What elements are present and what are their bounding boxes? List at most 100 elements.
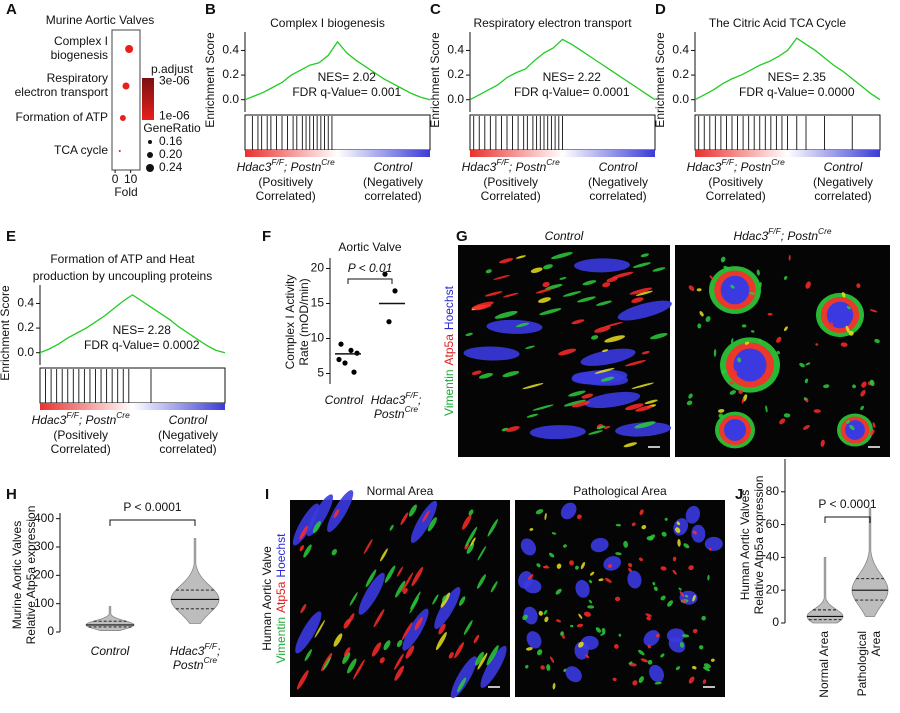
speckle bbox=[322, 656, 331, 671]
point bbox=[382, 271, 388, 277]
speckle bbox=[732, 370, 738, 376]
micrograph-title-part: Control bbox=[545, 229, 584, 243]
y-tick-label: 0.2 bbox=[222, 67, 239, 81]
speckle bbox=[515, 322, 530, 328]
speckle bbox=[805, 362, 811, 366]
speckle bbox=[409, 597, 420, 614]
legend-label: 0.20 bbox=[159, 147, 183, 161]
positive-label: Hdac3F/F; PostnCre bbox=[462, 157, 560, 174]
stain-label: Vimentin Atp5a Hoechst bbox=[274, 533, 288, 664]
x-tick-label-part: F/F bbox=[405, 390, 418, 400]
speckle bbox=[587, 605, 595, 609]
negative-label: Control bbox=[824, 160, 863, 174]
speckle bbox=[522, 614, 528, 621]
panel-letter: F bbox=[262, 228, 271, 245]
speckle bbox=[788, 254, 791, 261]
speckle bbox=[703, 663, 711, 669]
micrograph-title: Normal Area bbox=[367, 484, 434, 498]
x-tick-label-part: ; bbox=[217, 644, 220, 658]
speckle bbox=[718, 413, 724, 419]
bracket bbox=[109, 519, 196, 526]
rank-bar bbox=[245, 150, 430, 157]
speckle bbox=[688, 565, 694, 571]
speckle bbox=[462, 514, 472, 530]
x-tick-label-part: Normal Area bbox=[817, 631, 831, 698]
speckle bbox=[604, 335, 626, 343]
speckle bbox=[612, 677, 617, 682]
y-tick-label: 20 bbox=[766, 582, 780, 596]
speckle bbox=[737, 357, 742, 363]
speckle bbox=[405, 645, 415, 659]
y-axis-label: Relative Atp5a expression bbox=[752, 476, 766, 615]
speckle bbox=[650, 332, 668, 340]
speckle bbox=[848, 330, 854, 336]
micrograph-title: Hdac3F/F; PostnCre bbox=[733, 226, 831, 243]
speckle bbox=[304, 649, 312, 662]
micrograph-title: Pathological Area bbox=[573, 484, 667, 498]
speckle bbox=[646, 536, 654, 541]
p-value: P < 0.0001 bbox=[123, 500, 181, 514]
category-label: TCA cycle bbox=[54, 143, 108, 157]
legend-label: 0.24 bbox=[159, 160, 183, 174]
positive-label-part: ; Postn bbox=[509, 160, 547, 174]
positive-label-part: ; Postn bbox=[284, 160, 322, 174]
speckle bbox=[484, 291, 503, 297]
micrograph-title-part: Cre bbox=[818, 226, 832, 236]
speckle bbox=[653, 586, 658, 591]
x-tick-label-part: Pathological bbox=[855, 631, 869, 696]
nucleus bbox=[463, 346, 520, 361]
speckle bbox=[427, 517, 437, 532]
speckle bbox=[644, 399, 658, 405]
speckle bbox=[303, 544, 312, 558]
speckle bbox=[710, 658, 715, 662]
x-tick-label: Normal Area bbox=[817, 631, 831, 698]
speckle bbox=[542, 281, 550, 288]
speckle bbox=[588, 579, 593, 584]
panel-letter: C bbox=[430, 1, 441, 18]
positive-label-part: F/F bbox=[66, 410, 79, 420]
speckle bbox=[333, 633, 343, 647]
category-label: electron transport bbox=[15, 85, 109, 99]
speckle bbox=[548, 552, 555, 558]
x-tick-label-part: Control bbox=[325, 393, 364, 407]
legend-label: 0.16 bbox=[159, 134, 183, 148]
micrograph-title-part: Normal Area bbox=[367, 484, 434, 498]
speckle bbox=[660, 566, 667, 571]
speckle bbox=[870, 429, 875, 436]
speckle bbox=[536, 649, 543, 656]
positive-label-part: F/F bbox=[721, 157, 734, 167]
speckle bbox=[600, 376, 615, 382]
panel-letter: B bbox=[205, 1, 216, 18]
p-value: P < 0.01 bbox=[348, 261, 393, 275]
speckle bbox=[485, 269, 492, 274]
speckle bbox=[535, 288, 552, 294]
speckle bbox=[765, 405, 768, 413]
nucleus bbox=[826, 301, 854, 329]
positive-sub: (Positively bbox=[483, 175, 538, 189]
speckle bbox=[682, 634, 690, 638]
legend-dot bbox=[146, 164, 154, 172]
speckle bbox=[660, 595, 666, 601]
speckle bbox=[588, 599, 593, 604]
colorbar-label: 3e-06 bbox=[159, 74, 190, 88]
speckle bbox=[861, 381, 867, 388]
speckle bbox=[803, 424, 810, 430]
speckle bbox=[457, 677, 467, 693]
speckle bbox=[803, 397, 807, 401]
speckle bbox=[344, 647, 351, 657]
speckle bbox=[458, 596, 466, 606]
speckle bbox=[682, 599, 686, 604]
point bbox=[338, 341, 344, 347]
positive-label-part: Cre bbox=[546, 157, 560, 167]
speckle bbox=[607, 564, 613, 568]
x-tick-label: Control bbox=[325, 393, 364, 407]
point bbox=[342, 360, 348, 366]
chart-title: Complex I biogenesis bbox=[270, 16, 385, 30]
speckle bbox=[333, 509, 340, 519]
rank-bar bbox=[695, 150, 880, 157]
speckle bbox=[611, 271, 634, 279]
violin bbox=[170, 538, 220, 624]
positive-label: Hdac3F/F; PostnCre bbox=[32, 410, 130, 427]
speckle bbox=[804, 378, 809, 384]
nucleus bbox=[292, 503, 320, 546]
